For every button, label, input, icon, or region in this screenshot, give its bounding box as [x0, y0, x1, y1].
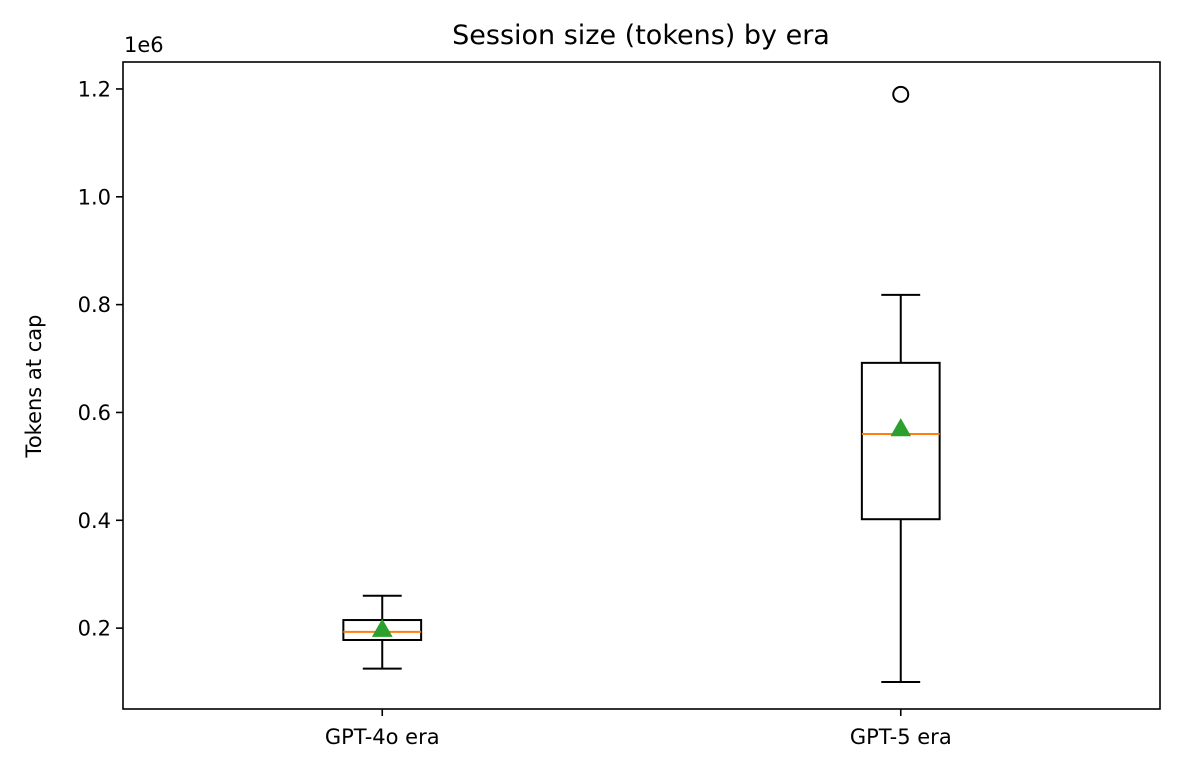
plot-frame: [122, 61, 1161, 710]
mean-marker: [890, 418, 912, 437]
box-iqr: [860, 361, 941, 521]
box-group: [860, 85, 941, 684]
x-tick-label: GPT-4o era: [325, 725, 440, 749]
y-tick-label: 0.4: [78, 509, 111, 533]
x-tick-label: GPT-5 era: [850, 725, 952, 749]
outlier-point: [892, 85, 910, 103]
plot-area: [342, 85, 941, 684]
x-axis: GPT-4o era GPT-5 era: [325, 709, 952, 749]
box-group: [342, 594, 423, 670]
y-tick-label: 1.2: [78, 77, 111, 101]
chart-title: Session size (tokens) by era: [452, 20, 830, 51]
y-axis-offset-label: 1e6: [124, 33, 164, 57]
y-axis-label: Tokens at cap: [22, 315, 46, 459]
y-tick-label: 0.8: [78, 293, 111, 317]
y-tick-label: 0.2: [78, 617, 111, 641]
y-axis: 0.2 0.4 0.6 0.8 1.0 1.2: [78, 77, 123, 641]
mean-marker: [371, 618, 393, 637]
y-tick-label: 1.0: [78, 185, 111, 209]
y-tick-label: 0.6: [78, 401, 111, 425]
